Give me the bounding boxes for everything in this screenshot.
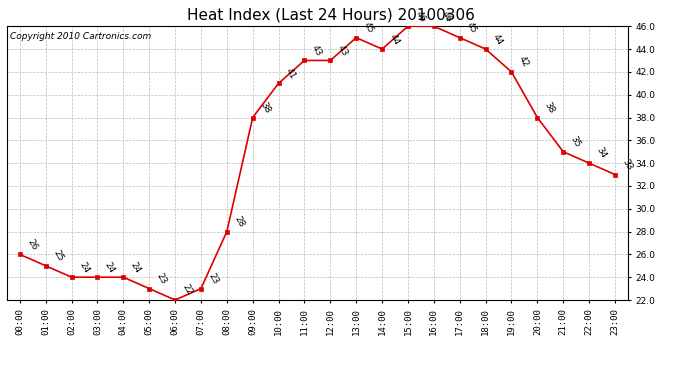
Text: 33: 33 [620,157,634,172]
Text: 24: 24 [77,260,90,274]
Text: 26: 26 [26,237,39,252]
Text: 28: 28 [233,214,246,229]
Text: 34: 34 [595,146,608,160]
Text: 22: 22 [181,283,194,297]
Text: 45: 45 [362,21,375,35]
Text: 41: 41 [284,66,297,81]
Text: 23: 23 [155,272,168,286]
Text: Heat Index (Last 24 Hours) 20100306: Heat Index (Last 24 Hours) 20100306 [187,8,475,22]
Text: 46: 46 [413,9,427,24]
Text: 25: 25 [51,249,65,263]
Text: Copyright 2010 Cartronics.com: Copyright 2010 Cartronics.com [10,32,151,41]
Text: 38: 38 [543,100,556,115]
Text: 23: 23 [206,272,220,286]
Text: 44: 44 [491,32,504,46]
Text: 38: 38 [258,100,272,115]
Text: 35: 35 [569,135,582,149]
Text: 24: 24 [129,260,142,274]
Text: 45: 45 [465,21,479,35]
Text: 24: 24 [103,260,117,274]
Text: 42: 42 [517,55,531,69]
Text: 43: 43 [310,44,324,58]
Text: 44: 44 [388,32,401,46]
Text: 46: 46 [440,9,453,24]
Text: 43: 43 [336,44,349,58]
